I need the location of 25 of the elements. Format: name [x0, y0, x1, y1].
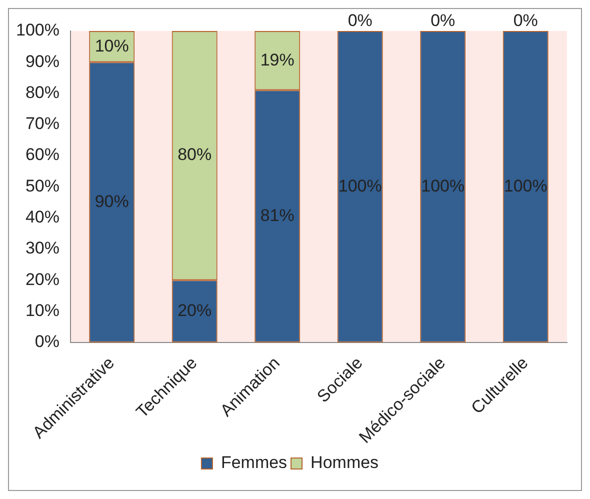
data-label: 0% — [348, 11, 372, 30]
y-tick-label: 50% — [25, 176, 60, 196]
data-label: 100% — [338, 176, 382, 196]
y-tick-label: 30% — [25, 238, 60, 258]
data-label: 100% — [504, 176, 548, 196]
legend-label: Femmes — [220, 453, 288, 472]
y-tick-label: 20% — [25, 270, 60, 289]
y-tick-label: 40% — [25, 208, 60, 227]
data-label: 20% — [178, 300, 212, 320]
data-label: 80% — [178, 145, 212, 164]
y-tick-label: 10% — [25, 300, 60, 320]
y-tick-label: 70% — [25, 114, 60, 134]
data-label: 0% — [513, 11, 538, 30]
data-label: 100% — [421, 176, 465, 196]
y-tick-label: 80% — [25, 82, 60, 102]
data-label: 81% — [260, 206, 294, 225]
data-label: 10% — [94, 36, 129, 56]
data-label: 90% — [94, 192, 129, 211]
y-tick-label: 0% — [34, 332, 60, 352]
y-tick-label: 90% — [25, 52, 60, 71]
y-tick-label: 100% — [16, 20, 60, 40]
y-tick-label: 60% — [25, 145, 60, 164]
data-label: 0% — [430, 11, 456, 30]
legend-label: Hommes — [310, 453, 379, 472]
data-label: 19% — [260, 50, 294, 70]
